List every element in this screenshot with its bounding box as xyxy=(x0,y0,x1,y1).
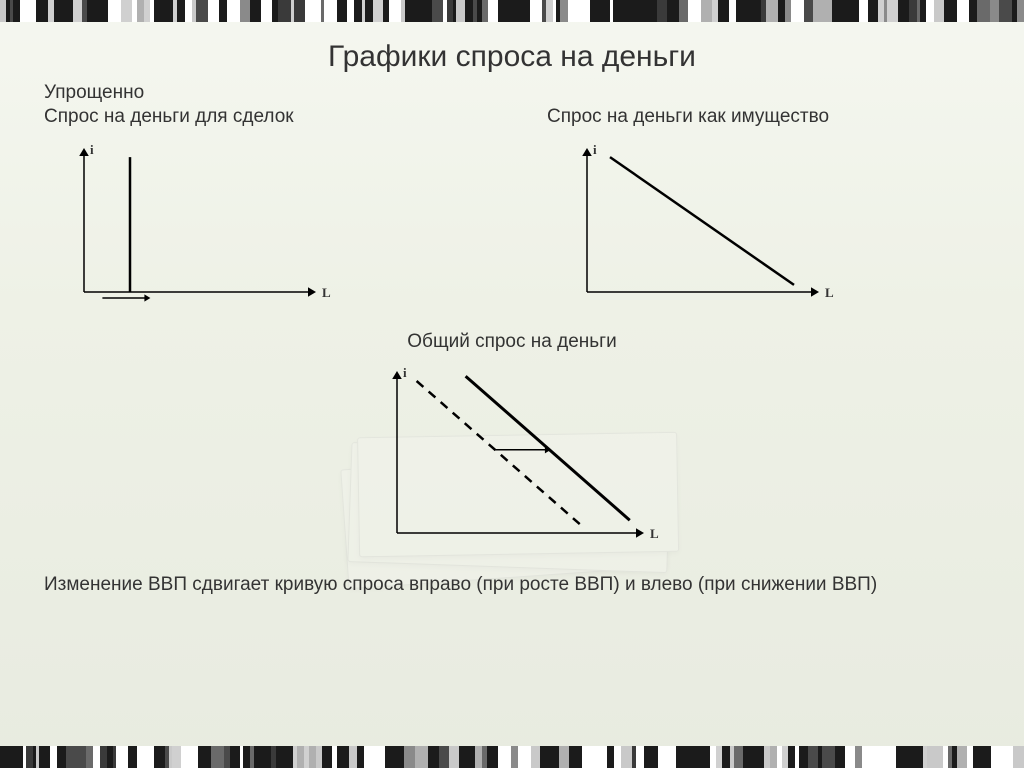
svg-text:L: L xyxy=(650,526,659,541)
filmstrip-bottom xyxy=(0,746,1024,768)
top-charts-row: Спрос на деньги для сделок iL Спрос на д… xyxy=(44,106,980,327)
chart1-column: Спрос на деньги для сделок iL xyxy=(44,106,477,327)
chart3-caption: Общий спрос на деньги xyxy=(44,331,980,353)
svg-text:i: i xyxy=(593,142,597,157)
chart2: iL xyxy=(547,132,980,327)
chart2-column: Спрос на деньги как имущество iL xyxy=(547,106,980,327)
chart1-svg: iL xyxy=(44,132,344,322)
svg-text:L: L xyxy=(825,285,834,300)
svg-text:i: i xyxy=(403,365,407,380)
slide-content: Графики спроса на деньги Упрощенно Спрос… xyxy=(0,22,1024,746)
slide-title: Графики спроса на деньги xyxy=(44,40,980,74)
subtitle: Упрощенно xyxy=(44,82,980,104)
chart1-caption: Спрос на деньги для сделок xyxy=(44,106,477,128)
svg-text:L: L xyxy=(322,285,331,300)
chart2-svg: iL xyxy=(547,132,847,322)
filmstrip-top xyxy=(0,0,1024,22)
chart3: iL xyxy=(352,353,672,568)
chart3-svg: iL xyxy=(352,353,672,563)
chart1: iL xyxy=(44,132,477,327)
footer-note: Изменение ВВП сдвигает кривую спроса впр… xyxy=(44,574,980,596)
chart2-caption: Спрос на деньги как имущество xyxy=(547,106,980,128)
svg-text:i: i xyxy=(90,142,94,157)
